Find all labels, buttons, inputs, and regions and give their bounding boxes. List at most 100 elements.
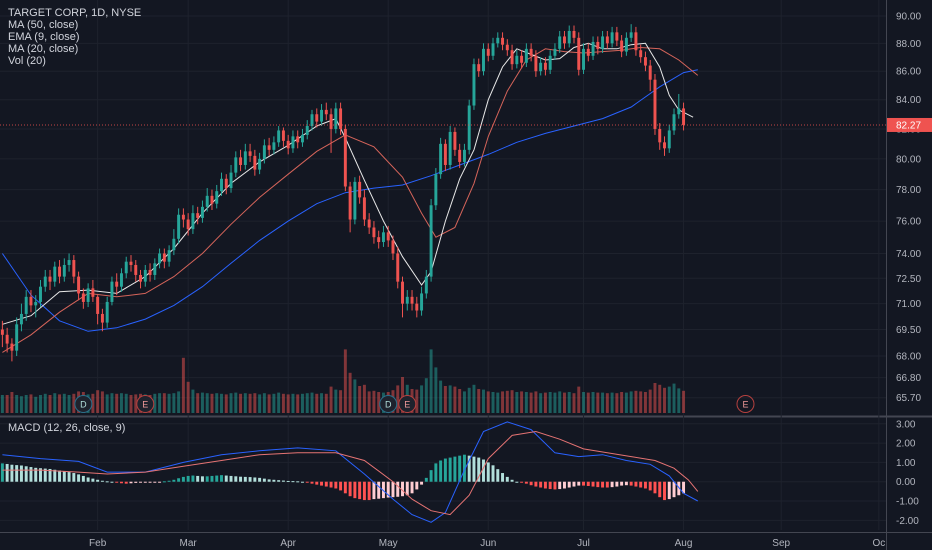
volume-bar [615, 393, 619, 413]
time-tick-label: Mar [180, 538, 198, 549]
macd-tick-label: 3.00 [896, 419, 916, 430]
volume-bar [491, 392, 495, 413]
macd-histogram-bar [67, 472, 71, 482]
volume-bar [220, 393, 223, 413]
volume-bar [620, 392, 624, 413]
volume-bar [458, 389, 462, 413]
macd-histogram-bar [562, 481, 566, 489]
volume-bar [396, 385, 400, 413]
candle-body [443, 143, 447, 165]
legend-ma50[interactable]: MA (50, close) [8, 19, 79, 31]
candle-body [639, 50, 643, 58]
macd-histogram-bar [181, 476, 185, 482]
candle-body [486, 48, 490, 56]
candle-body [677, 108, 681, 115]
macd-histogram-bar [486, 462, 490, 482]
macd-histogram-bar [462, 454, 466, 482]
candle-body [305, 126, 309, 135]
macd-histogram-bar [434, 463, 438, 482]
macd-histogram-bar [62, 471, 66, 482]
volume-bar [467, 387, 471, 413]
candle-body [172, 238, 176, 251]
plot-background [0, 0, 886, 550]
macd-histogram-bar [243, 476, 247, 482]
candle-body [605, 36, 609, 44]
candle-body [515, 55, 519, 65]
candle-body [462, 149, 466, 162]
macd-histogram-bar [605, 481, 609, 488]
macd-histogram-bar [86, 477, 90, 482]
macd-histogram-bar [629, 481, 633, 486]
time-axis[interactable]: Feb Mar Apr May Jun Jul Aug Sep Oc [89, 538, 885, 549]
macd-histogram-bar [396, 481, 400, 497]
volume-bar [96, 390, 100, 413]
volume-bar [100, 391, 104, 413]
candle-body [253, 155, 257, 170]
volume-bar [548, 392, 552, 413]
volume-bar [191, 389, 195, 413]
candle-body [339, 108, 343, 129]
candle-body [10, 343, 14, 351]
price-tick-label: 71.00 [896, 299, 921, 310]
candle-body [67, 260, 71, 265]
volume-bar [315, 393, 319, 413]
macd-histogram-bar [520, 481, 524, 483]
candle-body [86, 288, 90, 302]
volume-bar [134, 394, 138, 413]
volume-bar [262, 393, 266, 413]
macd-histogram-bar [224, 475, 228, 482]
candle-body [19, 313, 23, 325]
macd-histogram-bar [281, 480, 285, 482]
price-axis[interactable]: 65.70 66.80 68.00 69.50 71.00 72.50 74.00 76.00… [887, 12, 932, 527]
macd-histogram-bar [615, 481, 619, 487]
event-label: E [404, 400, 410, 410]
volume-bar [177, 391, 181, 413]
earnings-marker [398, 395, 417, 413]
macd-histogram-bar [501, 473, 505, 482]
candle-body [72, 260, 76, 277]
candle-body [243, 151, 247, 165]
volume-bar [24, 395, 28, 413]
candle-body [62, 264, 66, 277]
macd-histogram-bar [191, 475, 195, 482]
price-tick-label: 84.00 [896, 95, 921, 106]
volume-bar [53, 393, 57, 413]
volume-bar [658, 384, 662, 413]
macd-histogram-bar [239, 476, 243, 482]
event-label: D [80, 400, 87, 410]
volume-bar [343, 349, 347, 413]
macd-histogram-bar [153, 481, 157, 483]
candle-body [81, 293, 85, 302]
legend-ema9[interactable]: EMA (9, close) [8, 31, 80, 43]
legend-ma20[interactable]: MA (20, close) [8, 43, 79, 55]
symbol-title[interactable]: TARGET CORP, 1D, NYSE [8, 7, 142, 19]
candle-body [34, 301, 38, 306]
volume-bar [215, 393, 219, 413]
volume-bar [119, 393, 123, 413]
dividend-marker [379, 395, 398, 413]
candle-body [415, 303, 419, 311]
volume-bar [39, 395, 42, 413]
volume-bar [505, 390, 509, 413]
macd-histogram-bar [210, 475, 214, 482]
macd-legend[interactable]: MACD (12, 26, close, 9) [8, 422, 126, 434]
macd-histogram-bar [410, 481, 414, 494]
macd-histogram-bar [515, 481, 519, 483]
macd-line [2, 421, 699, 523]
macd-histogram-bar [39, 468, 42, 482]
macd-histogram-bar [639, 481, 643, 488]
macd-histogram-bar [477, 457, 481, 482]
candle-body [315, 114, 319, 122]
macd-histogram-bar [591, 481, 595, 487]
macd-histogram-bar [491, 465, 495, 482]
macd-histogram-bar [262, 478, 266, 482]
legend-volume[interactable]: Vol (20) [8, 55, 46, 67]
volume-bar [472, 384, 476, 413]
macd-histogram-bar [324, 481, 328, 487]
volume-bar [543, 392, 547, 413]
macd-histogram-bar [648, 481, 652, 491]
macd-histogram-bar [586, 481, 590, 486]
candle-body [386, 232, 390, 241]
